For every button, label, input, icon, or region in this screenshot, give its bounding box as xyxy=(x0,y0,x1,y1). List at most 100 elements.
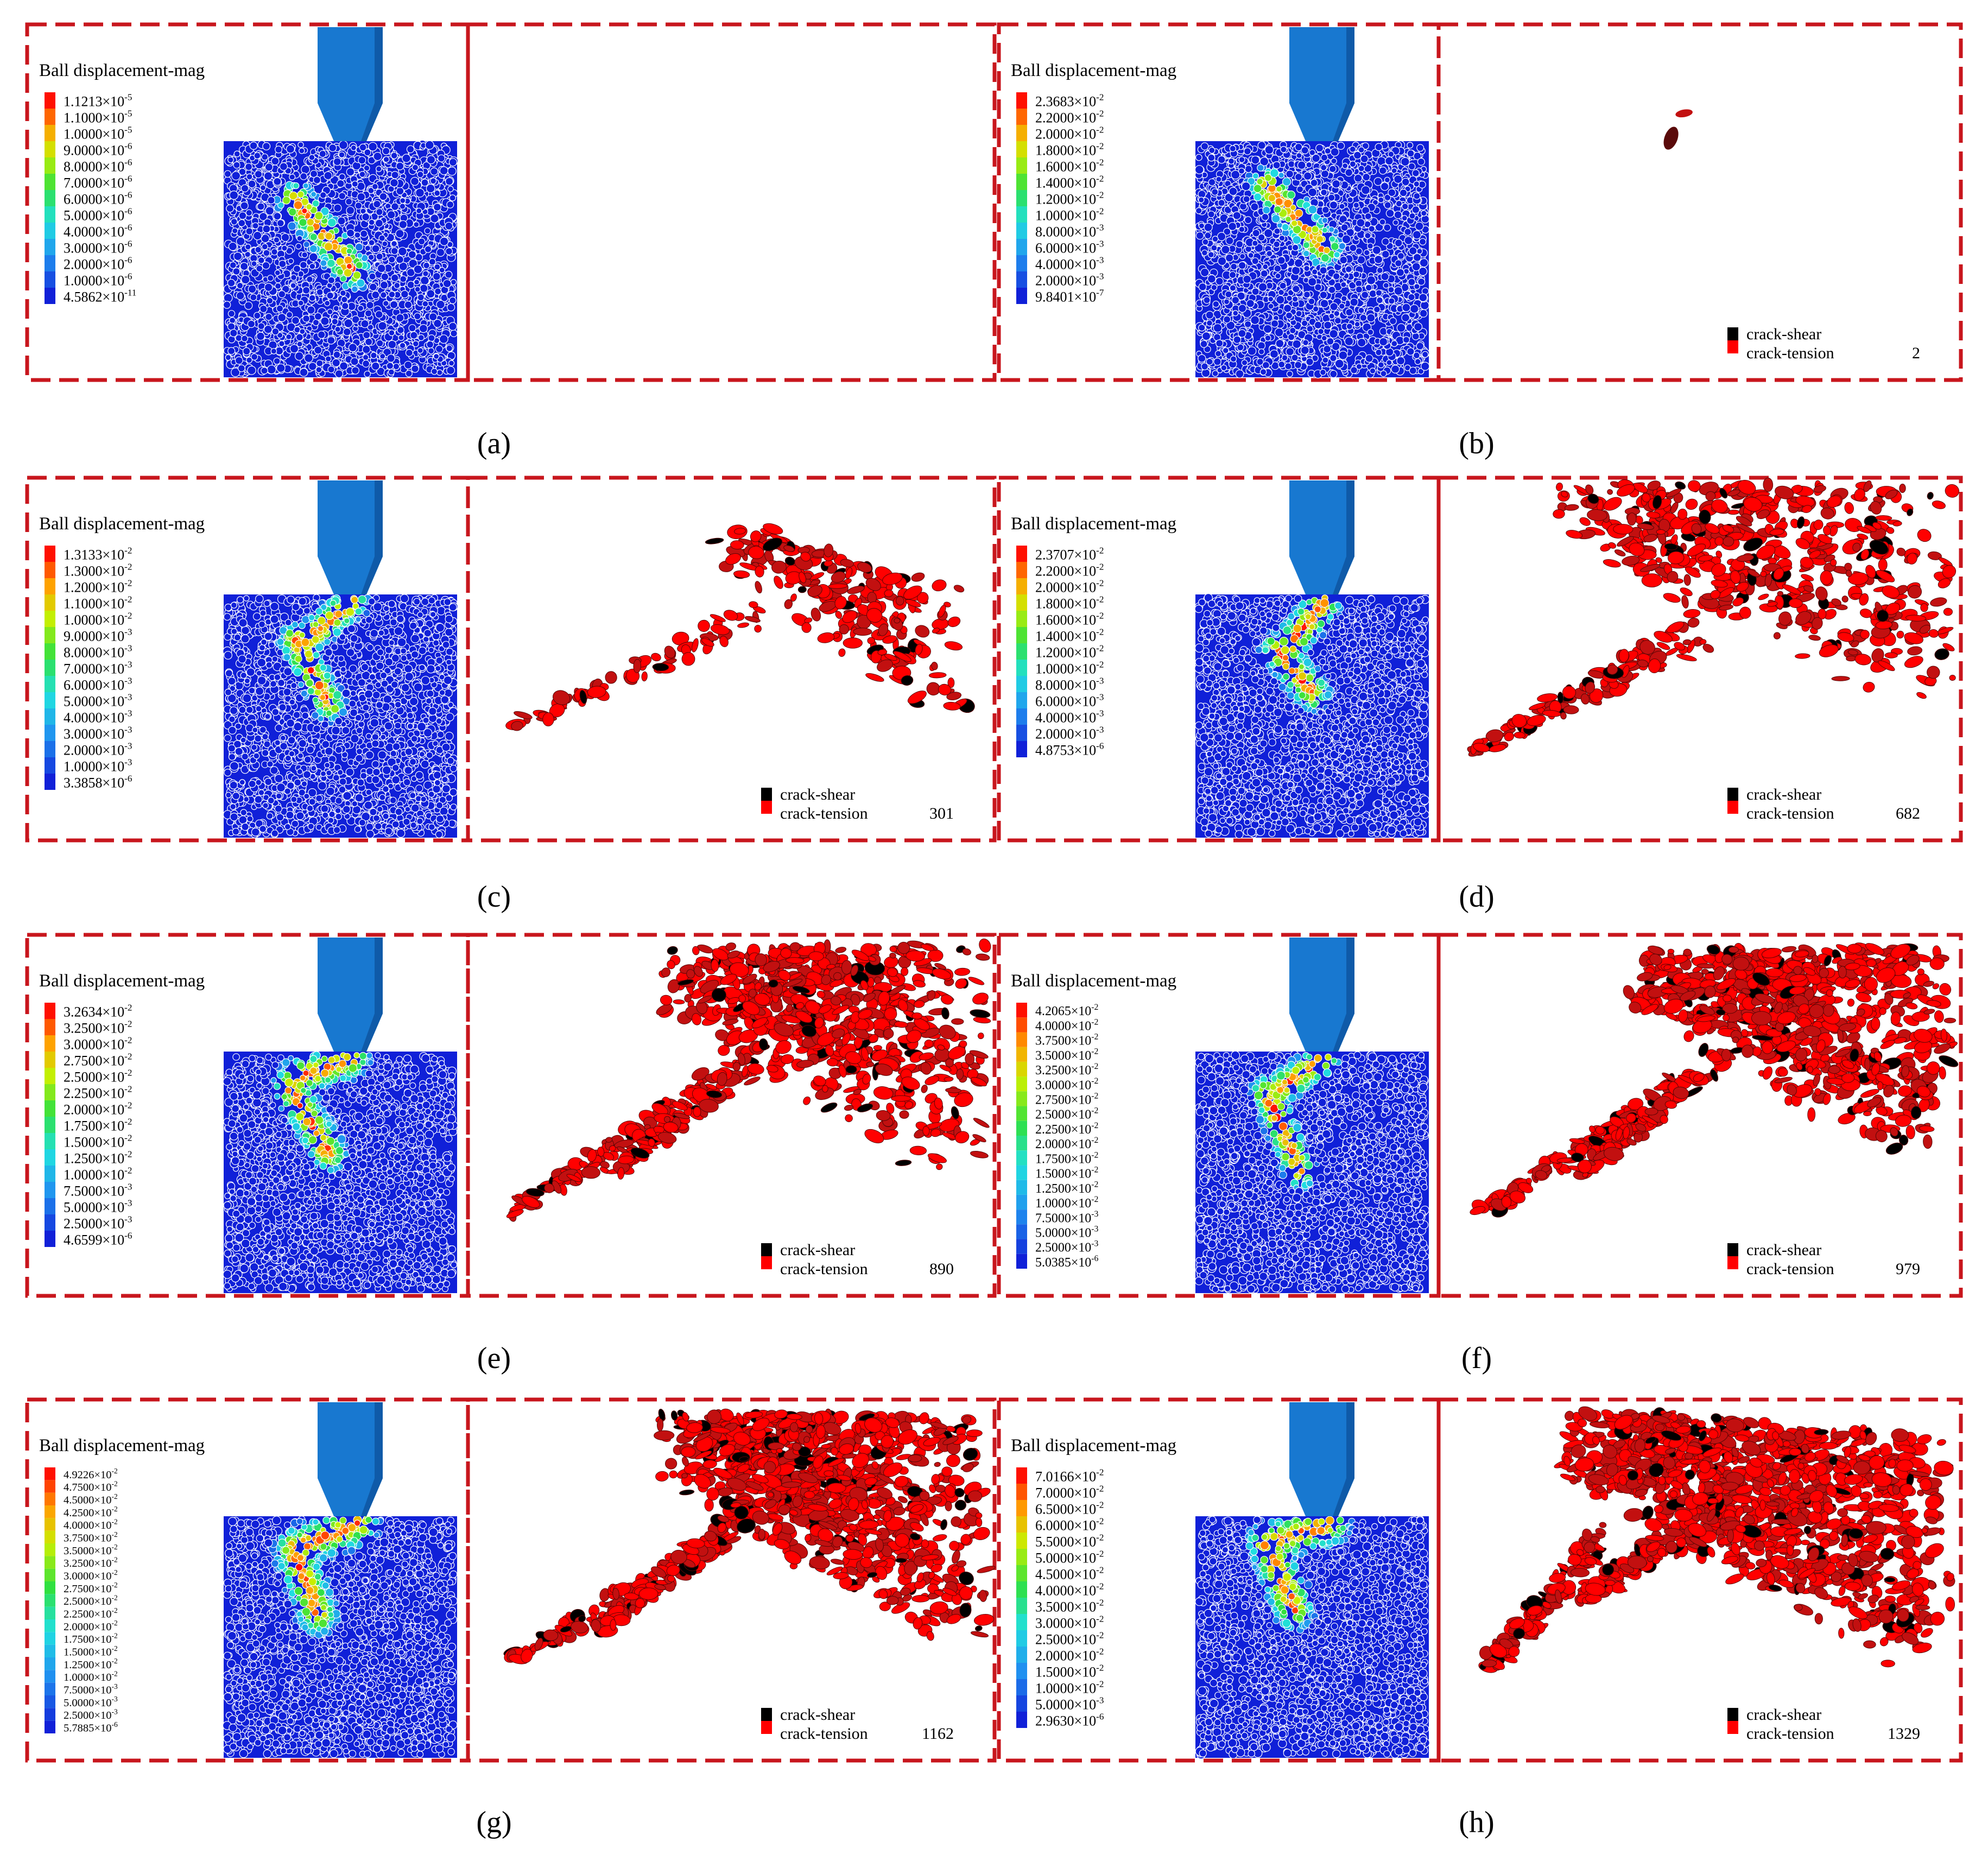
particle xyxy=(296,243,302,249)
particle xyxy=(411,365,419,373)
particle xyxy=(358,306,364,312)
particle xyxy=(398,247,407,256)
particle xyxy=(440,167,448,175)
particle xyxy=(357,253,363,258)
particle xyxy=(309,263,315,269)
particle xyxy=(281,233,289,242)
particle xyxy=(301,166,310,174)
particle xyxy=(437,370,442,375)
right-frame-a xyxy=(468,24,995,380)
particle xyxy=(324,172,332,180)
particle xyxy=(250,142,257,149)
particle xyxy=(451,280,456,285)
particle xyxy=(445,222,453,230)
particle xyxy=(230,262,236,268)
panel-a: Ball displacement-mag1.1213×10-51.1000×1… xyxy=(27,24,995,460)
particle xyxy=(417,348,423,353)
particle xyxy=(340,362,348,370)
particle xyxy=(316,360,323,366)
particle xyxy=(340,290,346,296)
particle xyxy=(325,356,331,362)
particle xyxy=(278,291,286,298)
particle xyxy=(443,280,451,288)
particle xyxy=(248,366,256,375)
particle xyxy=(302,208,307,213)
particle xyxy=(224,301,231,308)
particle xyxy=(333,306,339,312)
particle xyxy=(306,204,312,210)
particle xyxy=(423,271,429,277)
particle xyxy=(430,168,438,175)
particle xyxy=(299,219,307,227)
particle xyxy=(277,364,285,372)
particle xyxy=(410,332,417,339)
particle xyxy=(372,245,379,252)
particle xyxy=(254,231,262,239)
particle xyxy=(267,365,276,374)
particle xyxy=(327,292,334,299)
particle xyxy=(262,154,268,160)
particle xyxy=(396,187,404,195)
particle xyxy=(421,179,428,186)
particle xyxy=(274,213,281,220)
particle xyxy=(225,354,231,360)
particle xyxy=(234,252,242,261)
particle xyxy=(376,208,383,216)
particle xyxy=(430,178,436,184)
particle xyxy=(233,268,240,275)
particle xyxy=(246,174,252,180)
particle xyxy=(319,150,326,157)
particle xyxy=(379,235,385,241)
particle xyxy=(310,233,317,240)
particle xyxy=(292,316,300,324)
particle xyxy=(363,345,371,353)
particle xyxy=(275,146,282,153)
particle xyxy=(328,277,334,283)
particle xyxy=(294,201,302,210)
particle xyxy=(283,197,290,204)
particle xyxy=(327,309,333,314)
figure-canvas: Ball displacement-mag1.1213×10-51.1000×1… xyxy=(0,0,1988,1855)
particle xyxy=(318,331,325,339)
particle xyxy=(228,157,234,163)
particle xyxy=(303,315,310,322)
particle xyxy=(321,317,329,325)
particle xyxy=(365,338,372,345)
particle xyxy=(286,312,292,318)
particle xyxy=(325,300,330,306)
particle xyxy=(275,270,280,275)
particle xyxy=(373,153,382,161)
particle xyxy=(343,328,351,335)
particle xyxy=(265,207,274,215)
particle xyxy=(265,163,273,171)
particle xyxy=(240,202,248,210)
particle xyxy=(344,269,352,277)
particle xyxy=(224,294,232,302)
particle xyxy=(416,188,425,197)
particle xyxy=(333,351,340,358)
particle xyxy=(387,354,395,362)
particle xyxy=(309,363,317,371)
particle xyxy=(369,283,377,291)
particle xyxy=(332,359,340,366)
particle xyxy=(338,217,345,225)
particle xyxy=(347,229,354,237)
particle xyxy=(277,220,284,227)
particle xyxy=(399,220,407,229)
particle xyxy=(391,248,398,255)
particle xyxy=(291,275,297,281)
particle xyxy=(309,253,318,262)
particle xyxy=(246,357,252,363)
particle xyxy=(419,238,425,245)
particle xyxy=(355,243,363,251)
particle xyxy=(339,141,348,149)
particle xyxy=(447,303,455,311)
particle xyxy=(335,370,343,377)
particle xyxy=(242,275,250,283)
particle xyxy=(449,360,454,366)
particle xyxy=(242,335,248,342)
particle xyxy=(248,320,255,327)
particle xyxy=(311,192,316,197)
particle xyxy=(425,246,431,252)
particle xyxy=(363,354,369,360)
